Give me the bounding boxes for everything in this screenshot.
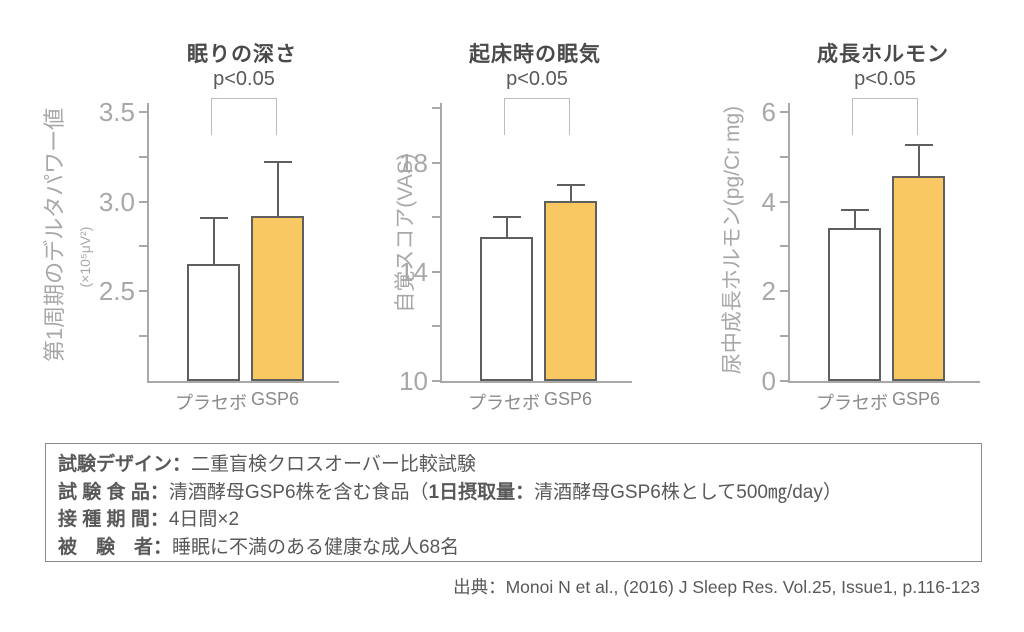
error-bar-cap (904, 144, 933, 147)
info-line-subjects: 被 験 者：睡眠に不満のある健康な成人68名 (58, 534, 969, 562)
bar-gsp6 (544, 201, 597, 381)
error-bar-line (212, 217, 215, 265)
y-minor-tick (780, 335, 788, 338)
significance-bracket (504, 98, 570, 135)
error-bar-line (505, 217, 508, 237)
y-tick-label: 4 (761, 186, 776, 217)
bar-placebo (480, 236, 533, 381)
y-minor-tick (432, 216, 440, 219)
x-category-label-gsp6: GSP6 (543, 389, 593, 409)
y-tick (780, 110, 788, 113)
error-bar-cap (840, 208, 869, 211)
error-bar-line (276, 162, 279, 216)
x-category-label-gsp6: GSP6 (891, 389, 941, 409)
y-tick-label: 3.0 (98, 186, 135, 217)
y-minor-tick (432, 107, 440, 110)
y-tick (139, 290, 147, 293)
significance-label: p<0.05 (506, 68, 568, 90)
x-category-label-placebo: プラセボ (468, 393, 540, 413)
bar-gsp6 (892, 175, 945, 381)
y-minor-tick (139, 245, 147, 248)
significance-bracket (852, 98, 918, 135)
y-minor-tick (139, 335, 147, 338)
y-tick (139, 110, 147, 113)
y-tick-label: 14 (399, 256, 428, 287)
info-line-design: 試験デザイン：二重盲検クロスオーバー比較試験 (58, 451, 969, 479)
chart-waking-sleepiness: 起床時の眠気 p<0.05 自覚スコア(VAS) 10 14 18 プラセボ GSP… (293, 0, 643, 425)
info-label: 被 験 者： (58, 536, 173, 558)
y-axis-label: 尿中成長ホルモン(pg/Cr mg) (721, 105, 744, 375)
info-value: 清酒酵母GSP6株を含む食品（ (168, 481, 429, 503)
y-tick-label: 3.5 (98, 96, 135, 127)
error-bar-line (569, 184, 572, 202)
plot-area: 2.5 3.0 3.5 (99, 97, 339, 383)
x-category-label-gsp6: GSP6 (250, 389, 300, 409)
error-bar-line (917, 145, 920, 176)
info-line-food: 試 験 食 品：清酒酵母GSP6株を含む食品（1日摂取量：清酒酵母GSP6株とし… (58, 481, 842, 503)
y-tick-label: 18 (399, 147, 428, 178)
chart-growth-hormone: 成長ホルモン p<0.05 尿中成長ホルモン(pg/Cr mg) 0 2 4 6 プラ… (641, 0, 991, 425)
y-tick (780, 380, 788, 382)
significance-bracket (211, 98, 277, 135)
study-info-box: 試験デザイン：二重盲検クロスオーバー比較試験 試 験 食 品：清酒酵母GSP6株… (45, 443, 982, 562)
error-bar-cap (556, 183, 585, 186)
bar-placebo (187, 264, 240, 381)
y-tick (432, 380, 440, 382)
source-citation: 出典：Monoi N et al., (2016) J Sleep Res. V… (453, 577, 980, 597)
y-minor-tick (432, 325, 440, 328)
plot-area: 10 14 18 (399, 103, 632, 396)
y-tick-label: 6 (761, 96, 776, 127)
plot-area: 0 2 4 6 (762, 97, 980, 396)
x-category-label-placebo: プラセボ (175, 393, 247, 413)
info-value: 4日間×2 (168, 509, 240, 530)
error-bar-cap (492, 216, 521, 219)
bar-gsp6 (251, 215, 304, 381)
chart-title: 眠りの深さ (187, 43, 297, 66)
y-axis-label: 第1周期のデルタパワー値 (42, 107, 67, 363)
info-label: 接 種 期 間： (58, 509, 169, 530)
y-tick-label: 0 (761, 366, 776, 396)
y-minor-tick (139, 155, 147, 158)
info-label: 試 験 食 品： (58, 481, 169, 503)
y-tick (139, 200, 147, 203)
chart-sleep-depth: 眠りの深さ p<0.05 第1周期のデルタパワー値 (×10⁵μV²) 2.5 3… (0, 0, 350, 425)
y-minor-tick (780, 245, 788, 248)
y-tick-label: 10 (399, 366, 428, 396)
chart-title: 起床時の眠気 (469, 43, 601, 66)
chart-title: 成長ホルモン (817, 43, 949, 66)
significance-label: p<0.05 (213, 68, 275, 90)
error-bar-cap (199, 216, 228, 219)
y-minor-tick (780, 155, 788, 158)
significance-label: p<0.05 (854, 68, 916, 90)
y-tick (432, 270, 440, 273)
info-label: 試験デザイン： (58, 454, 192, 475)
y-tick-label: 2.5 (98, 276, 135, 307)
info-value: 二重盲検クロスオーバー比較試験 (191, 454, 476, 475)
error-bar-cap (263, 161, 292, 164)
bar-placebo (828, 227, 881, 381)
info-value: 睡眠に不満のある健康な成人68名 (172, 536, 460, 558)
y-tick (780, 200, 788, 203)
info-line-period: 接 種 期 間：4日間×2 (58, 506, 969, 534)
y-tick-label: 2 (761, 276, 776, 307)
y-tick (432, 161, 440, 164)
error-bar-line (853, 209, 856, 228)
y-tick (780, 290, 788, 293)
x-category-label-placebo: プラセボ (816, 393, 888, 413)
